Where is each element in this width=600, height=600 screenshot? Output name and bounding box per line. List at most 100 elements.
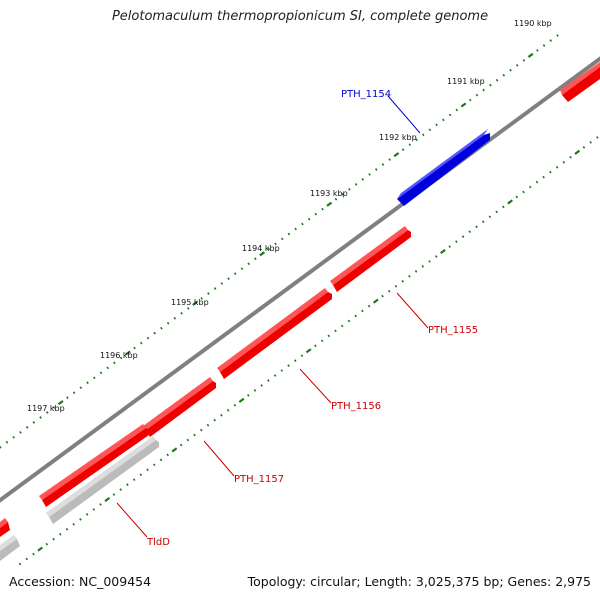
minor-tick [52,537,55,541]
callout-line [203,440,235,477]
minor-tick [341,192,344,196]
gene-bar-top [39,424,146,500]
minor-tick [334,329,337,333]
minor-tick [287,232,291,236]
gene-partial[interactable] [560,62,600,102]
minor-tick [119,488,122,491]
callout-line [396,292,429,329]
gene-pth-1154[interactable] [397,129,490,206]
minor-tick [166,321,170,325]
minor-tick [220,413,223,417]
minor-tick [186,307,190,310]
outer-tick-track [0,34,559,449]
minor-tick [421,133,425,137]
gene-label-pth-1154[interactable]: PTH_1154 [341,89,391,100]
minor-tick [489,83,492,87]
minor-tick [92,508,96,511]
gene-label-tldd[interactable]: TldD [146,537,170,548]
minor-tick [66,396,69,400]
gene-pth-1155[interactable] [330,226,411,292]
minor-tick [428,260,431,263]
minor-tick [85,513,89,516]
minor-tick [582,146,586,149]
minor-tick [119,356,123,360]
minor-tick [408,274,411,278]
minor-tick [99,503,102,506]
minor-tick [562,160,566,164]
minor-tick [254,257,257,261]
ruler-label-1197: 1197 kbp [27,404,65,413]
minor-tick [314,344,317,348]
gene-bar [220,292,332,379]
minor-tick [65,527,69,531]
major-tick [104,497,111,503]
minor-tick [226,408,230,412]
minor-tick [421,265,425,268]
gene-label-pth-1156[interactable]: PTH_1156 [331,401,381,412]
ruler-label-1191: 1191 kbp [447,77,485,86]
gene-partial[interactable] [39,424,149,507]
gene-bar [0,539,20,561]
map-title: Pelotomaculum thermopropionicum SI, comp… [111,9,489,24]
gene-bar-top [0,535,17,551]
gene-bar [397,133,490,206]
minor-tick [152,463,156,467]
minor-tick [19,431,22,434]
gene-partial[interactable] [0,535,20,561]
minor-tick [32,421,36,424]
minor-tick [596,136,599,139]
minor-tick [246,394,250,397]
minor-tick [25,557,29,561]
minor-tick [307,217,311,221]
minor-tick [58,532,62,536]
minor-tick [549,170,552,174]
gene-partial[interactable] [0,518,10,537]
callout-line [387,95,421,134]
ruler-label-1192: 1192 kbp [379,133,417,142]
minor-tick [515,63,519,67]
minor-tick [5,440,9,444]
gene-label-pth-1157[interactable]: PTH_1157 [234,474,284,485]
minor-tick [280,237,284,241]
minor-tick [455,240,458,243]
minor-tick [0,445,2,449]
gene-tldd[interactable] [46,436,159,524]
minor-tick [502,205,505,209]
genome-summary: Topology: circular; Length: 3,025,375 bp… [247,574,591,589]
minor-tick [414,270,418,273]
minor-tick [133,346,136,350]
minor-tick [193,433,196,437]
minor-tick [233,403,237,407]
gene-pth-1157[interactable] [143,377,216,437]
major-tick [460,102,467,108]
minor-tick [448,245,451,248]
inner-tick-track [18,136,599,566]
gene-label-pth-1155[interactable]: PTH_1155 [428,325,478,336]
minor-tick [434,255,438,258]
minor-tick [435,123,438,127]
minor-tick [166,453,169,457]
minor-tick [528,185,532,189]
minor-tick [273,374,277,377]
minor-tick [321,207,324,211]
minor-tick [12,435,16,439]
minor-tick [106,366,109,370]
minor-tick [240,267,244,271]
minor-tick [153,331,156,335]
minor-tick [173,316,177,320]
minor-tick [401,279,404,283]
minor-tick [79,518,82,521]
minor-tick [139,473,143,477]
minor-tick [247,262,250,266]
minor-tick [72,522,76,526]
minor-tick [348,187,351,191]
major-tick [171,447,178,453]
minor-tick [39,416,42,419]
minor-tick [334,197,338,201]
minor-tick [442,118,445,122]
minor-tick [542,44,546,47]
major-tick [192,300,198,306]
gene-pth-1156[interactable] [217,288,332,379]
minor-tick [146,336,150,340]
